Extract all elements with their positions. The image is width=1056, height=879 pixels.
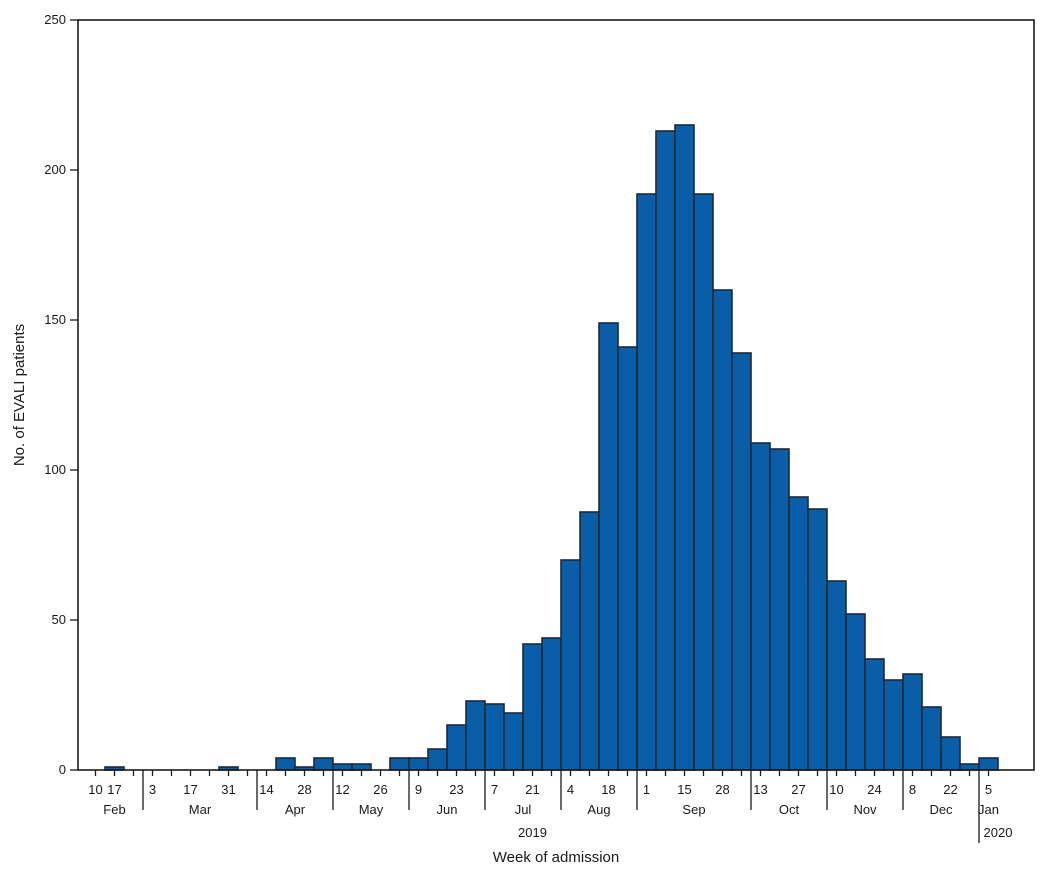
x-week-label: 17 xyxy=(107,782,121,797)
x-week-label: 1 xyxy=(643,782,650,797)
month-label: Nov xyxy=(853,802,877,817)
x-week-label: 8 xyxy=(909,782,916,797)
bar xyxy=(788,496,809,771)
bar xyxy=(731,352,752,771)
x-week-label: 31 xyxy=(221,782,235,797)
bar xyxy=(883,679,904,771)
month-label: Jun xyxy=(437,802,458,817)
x-week-label: 24 xyxy=(867,782,881,797)
bar xyxy=(408,757,429,771)
bar xyxy=(655,130,676,771)
bar xyxy=(807,508,828,771)
month-label: Sep xyxy=(682,802,705,817)
bar xyxy=(275,757,296,771)
bar xyxy=(332,763,353,771)
bar xyxy=(617,346,638,771)
bar xyxy=(351,763,372,771)
bar xyxy=(313,757,334,771)
bar xyxy=(940,736,961,771)
bar xyxy=(864,658,885,771)
bar xyxy=(389,757,410,771)
x-week-label: 17 xyxy=(183,782,197,797)
month-label: Jan xyxy=(978,802,999,817)
month-label: Apr xyxy=(285,802,306,817)
x-week-label: 14 xyxy=(259,782,273,797)
bar xyxy=(465,700,486,771)
x-week-label: 23 xyxy=(449,782,463,797)
x-week-label: 3 xyxy=(149,782,156,797)
y-axis: 0 50 100 150 200 250 xyxy=(44,12,78,777)
x-week-label: 7 xyxy=(491,782,498,797)
y-tick-label: 150 xyxy=(44,312,66,327)
x-week-label: 5 xyxy=(985,782,992,797)
bar xyxy=(978,757,999,771)
bar xyxy=(636,193,657,771)
x-axis-title: Week of admission xyxy=(493,849,619,866)
bar xyxy=(769,448,790,771)
x-week-label: 26 xyxy=(373,782,387,797)
month-label: Feb xyxy=(103,802,125,817)
bar xyxy=(750,442,771,771)
bar xyxy=(693,193,714,771)
x-week-label: 12 xyxy=(335,782,349,797)
y-tick-label: 200 xyxy=(44,162,66,177)
bar xyxy=(826,580,847,771)
bar xyxy=(427,748,448,771)
x-week-label: 22 xyxy=(943,782,957,797)
x-week-label: 28 xyxy=(297,782,311,797)
bar xyxy=(959,763,980,771)
bar xyxy=(560,559,581,771)
bar xyxy=(598,322,619,771)
plot-frame xyxy=(77,19,1035,771)
bar xyxy=(902,673,923,771)
month-label: Mar xyxy=(189,802,212,817)
bar xyxy=(503,712,524,771)
y-tick-label: 100 xyxy=(44,462,66,477)
y-axis-title: No. of EVALI patients xyxy=(11,324,28,466)
x-week-label: 10 xyxy=(88,782,102,797)
month-label: Aug xyxy=(587,802,610,817)
x-week-label: 18 xyxy=(601,782,615,797)
x-axis: 10 17 3 17 31 14 28 12 26 9 23 7 21 4 18 1 15 28 13 27 10 24 8… xyxy=(88,770,1012,843)
bar xyxy=(484,703,505,771)
bar xyxy=(845,613,866,771)
month-label: Oct xyxy=(779,802,800,817)
bar xyxy=(522,643,543,771)
bar xyxy=(712,289,733,771)
year-label: 2020 xyxy=(984,825,1013,840)
x-week-label: 15 xyxy=(677,782,691,797)
bars xyxy=(104,124,999,771)
bar xyxy=(579,511,600,771)
x-week-label: 10 xyxy=(829,782,843,797)
year-label: 2019 xyxy=(518,825,547,840)
y-tick-label: 250 xyxy=(44,12,66,27)
y-tick-label: 0 xyxy=(59,762,66,777)
x-week-label: 9 xyxy=(415,782,422,797)
month-label: May xyxy=(359,802,384,817)
bar xyxy=(921,706,942,771)
y-tick-label: 50 xyxy=(52,612,66,627)
bar xyxy=(674,124,695,771)
x-week-label: 28 xyxy=(715,782,729,797)
month-label: Jul xyxy=(515,802,532,817)
bar xyxy=(541,637,562,771)
x-week-label: 21 xyxy=(525,782,539,797)
month-label: Dec xyxy=(929,802,953,817)
bar xyxy=(446,724,467,771)
x-week-label: 13 xyxy=(753,782,767,797)
x-week-label: 27 xyxy=(791,782,805,797)
x-week-label: 4 xyxy=(567,782,574,797)
